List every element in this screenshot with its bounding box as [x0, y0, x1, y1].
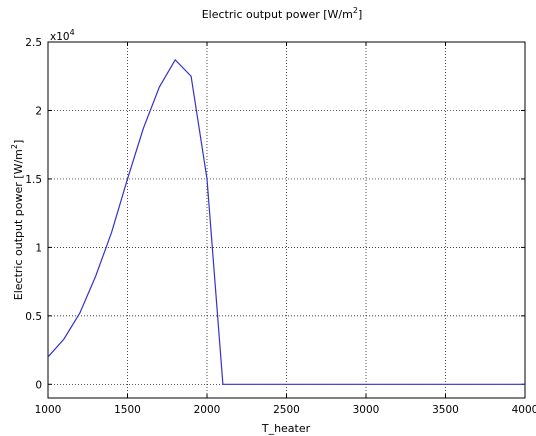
axis-ticks: 1000 1500 2000 2500 3000 3500 4000 0 0.5 1 1.5 2 2.5 [25, 37, 536, 416]
x-tick-label: 1000 [35, 404, 62, 416]
y-multiplier: x104 [50, 28, 75, 43]
y-tick-label: 0.5 [25, 311, 42, 323]
y-axis-label: Electric output power [W/m2] [10, 140, 25, 301]
x-tick-label: 2000 [194, 404, 221, 416]
series-group [47, 58, 525, 385]
y-tick-label: 0 [35, 379, 42, 391]
x-tick-label: 3000 [353, 404, 380, 416]
series-line [47, 58, 525, 385]
y-tick-label: 2.5 [25, 37, 42, 49]
grid-lines [48, 41, 525, 398]
chart-title: Electric output power [W/m2] [202, 6, 363, 21]
y-tick-label: 2 [35, 105, 42, 117]
y-tick-label: 1 [35, 242, 42, 254]
x-tick-label: 2500 [273, 404, 300, 416]
y-tick-label: 1.5 [25, 174, 42, 186]
x-axis-label: T_heater [261, 422, 311, 435]
x-tick-label: 1500 [114, 404, 141, 416]
x-tick-label: 3500 [432, 404, 459, 416]
x-tick-label: 4000 [512, 404, 536, 416]
